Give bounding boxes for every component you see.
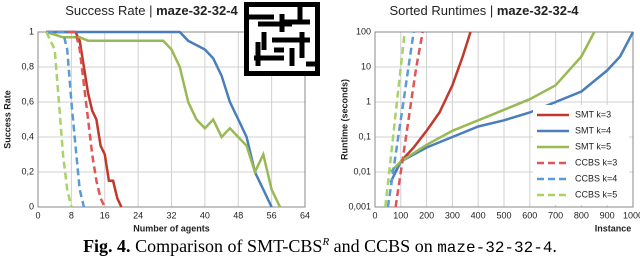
y-axis-label: Runtime (seconds) [339, 79, 349, 160]
x-tick-label: 400 [471, 210, 486, 220]
series-line [45, 30, 282, 208]
legend-label: CCBS k=3 [575, 157, 617, 167]
series-line [394, 31, 424, 208]
x-tick-label: 16 [100, 210, 110, 220]
title-part: maze-32-32-4 [497, 3, 579, 18]
x-tick-label: 8 [69, 210, 74, 220]
series-line [46, 30, 106, 208]
maze-icon [244, 2, 320, 76]
x-tick-label: 0 [372, 210, 377, 220]
chart-title: Sorted Runtimes | maze-32-32-4 [389, 3, 579, 18]
caption-text: Comparison of SMT-CBS [130, 236, 323, 256]
x-tick-label: 700 [548, 210, 563, 220]
y-tick-label: 100 [356, 26, 371, 36]
x-tick-label: 64 [300, 210, 310, 220]
series-line [45, 31, 73, 208]
y-tick-label: 0,2 [21, 166, 34, 176]
y-tick-label: 0 [29, 201, 34, 211]
y-tick-label: 0,01 [353, 166, 371, 176]
figure: Success Rate | maze-32-32-4 0 0,2 0,4 0,6 0,8… [2, 2, 640, 233]
y-tick-label: 1 [29, 26, 34, 36]
plot-frame [374, 31, 634, 208]
y-tick-label: 0,001 [348, 201, 371, 211]
series-line [386, 31, 415, 208]
x-tick-label: 40 [200, 210, 210, 220]
caption: Fig. 4. Comparison of SMT-CBSR and CCBS … [0, 236, 640, 257]
title-part: maze-32-32-4 [156, 3, 238, 18]
x-tick-label: 500 [496, 210, 511, 220]
series-line [384, 31, 406, 208]
legend-label: CCBS k=5 [575, 189, 617, 199]
x-tick-label: 800 [574, 210, 589, 220]
legend-label: SMT k=4 [575, 125, 611, 135]
series-line [46, 30, 123, 208]
series-line [46, 30, 273, 208]
y-axis-label: Success Rate [2, 90, 12, 149]
x-tick-label: 32 [166, 210, 176, 220]
x-tick-label: 900 [600, 210, 615, 220]
y-tick-label: 10 [361, 61, 371, 71]
y-tick-label: 0,8 [21, 61, 34, 71]
caption-text: and CCBS on [329, 236, 438, 256]
chart-title: Success Rate | maze-32-32-4 [65, 3, 238, 18]
caption-sup: R [322, 236, 330, 248]
x-axis-label: Number of agents [133, 223, 210, 233]
x-axis-label: Instance [595, 223, 632, 233]
caption-code: maze-32-32-4 [437, 239, 553, 257]
y-tick-label: 1 [366, 96, 371, 106]
legend-label: CCBS k=4 [575, 173, 617, 183]
y-tick-label: 0,1 [358, 131, 371, 141]
x-tick-label: 56 [267, 210, 277, 220]
x-tick-label: 600 [522, 210, 537, 220]
x-tick-label: 100 [393, 210, 408, 220]
series-line [46, 30, 86, 208]
x-tick-label: 200 [419, 210, 434, 220]
x-tick-label: 300 [445, 210, 460, 220]
series-line [389, 31, 596, 173]
caption-label: Fig. 4. [83, 236, 131, 256]
y-tick-label: 0,6 [21, 96, 34, 106]
caption-text: . [552, 236, 557, 256]
x-tick-label: 48 [233, 210, 243, 220]
title-part: Success Rate | [65, 3, 156, 18]
y-tick-label: 0,4 [21, 131, 34, 141]
x-tick-label: 0 [35, 210, 40, 220]
title-part: Sorted Runtimes | [389, 3, 496, 18]
series-line [389, 31, 635, 184]
legend-label: SMT k=3 [575, 109, 611, 119]
x-tick-label: 24 [133, 210, 143, 220]
legend-box [533, 105, 629, 205]
legend-label: SMT k=5 [575, 141, 611, 151]
